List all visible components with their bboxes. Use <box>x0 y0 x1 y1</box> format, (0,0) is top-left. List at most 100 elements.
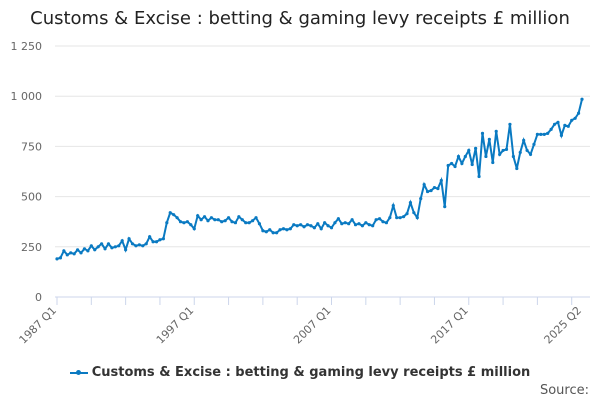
data-point <box>275 231 279 235</box>
data-point <box>429 188 433 193</box>
data-point <box>511 154 515 159</box>
data-point <box>309 224 313 228</box>
data-point <box>333 221 337 225</box>
data-point <box>250 219 255 223</box>
data-point <box>576 111 581 115</box>
data-point <box>302 225 306 229</box>
data-point <box>398 216 402 220</box>
data-point <box>347 222 351 226</box>
data-point <box>247 221 251 225</box>
data-point <box>377 217 382 221</box>
data-point <box>141 244 145 248</box>
data-point <box>244 221 248 225</box>
data-point <box>213 218 217 222</box>
data-point <box>106 242 111 246</box>
data-point <box>350 218 354 222</box>
data-point <box>209 216 214 220</box>
data-point <box>357 222 361 226</box>
data-point <box>439 178 443 183</box>
data-point <box>182 221 186 225</box>
data-point <box>542 132 546 136</box>
data-point <box>381 220 385 224</box>
data-point <box>360 224 364 228</box>
data-point <box>415 216 419 220</box>
data-point <box>474 146 478 151</box>
data-point <box>546 131 550 135</box>
data-point <box>374 218 378 222</box>
data-point <box>323 221 327 225</box>
data-point <box>412 211 416 215</box>
data-point <box>525 148 529 153</box>
data-point <box>463 154 467 159</box>
data-point <box>498 152 502 157</box>
data-point <box>271 231 275 235</box>
data-point <box>158 238 162 242</box>
data-point <box>89 244 93 248</box>
data-point <box>508 122 512 126</box>
data-point <box>117 244 121 248</box>
y-tick-label: 1 000 <box>11 90 43 103</box>
data-point <box>96 245 100 249</box>
x-tick-label: 2025 Q2 <box>542 304 585 347</box>
data-point <box>261 229 265 233</box>
data-point <box>82 247 87 251</box>
data-point <box>453 164 457 169</box>
data-point <box>72 252 76 256</box>
data-point <box>192 227 196 231</box>
data-point <box>556 120 560 124</box>
data-point <box>552 122 557 126</box>
data-point <box>55 257 59 261</box>
data-point <box>257 222 262 226</box>
data-point <box>535 132 539 136</box>
data-point <box>69 251 73 255</box>
data-point <box>395 216 399 220</box>
data-point <box>436 186 440 191</box>
data-point <box>336 217 340 221</box>
chart-title: Customs & Excise : betting & gaming levy… <box>30 8 570 29</box>
data-point <box>185 220 189 224</box>
data-point <box>305 223 310 227</box>
data-point <box>103 247 107 251</box>
data-point <box>467 148 471 153</box>
data-point <box>295 224 299 228</box>
data-point <box>528 152 533 157</box>
legend[interactable]: Customs & Excise : betting & gaming levy… <box>0 365 600 380</box>
data-point <box>165 221 169 225</box>
data-point <box>477 174 481 179</box>
data-point <box>254 216 258 220</box>
legend-label: Customs & Excise : betting & gaming levy… <box>91 365 531 380</box>
data-point <box>268 228 272 232</box>
data-point <box>504 147 509 152</box>
data-point <box>501 148 505 153</box>
data-point <box>154 240 159 244</box>
data-point <box>532 142 536 146</box>
x-tick-label: 2007 Q1 <box>291 304 334 347</box>
source-label: Source: <box>539 383 589 398</box>
data-point <box>130 242 135 246</box>
data-point <box>549 127 553 131</box>
data-point <box>86 249 90 253</box>
series-line <box>56 98 583 260</box>
data-point <box>470 162 474 167</box>
data-point <box>58 256 63 260</box>
data-point <box>168 211 172 215</box>
data-point <box>518 150 522 155</box>
data-point <box>278 228 282 232</box>
legend-swatch <box>69 369 88 375</box>
data-point <box>559 133 564 137</box>
data-point <box>408 201 413 205</box>
data-point <box>100 242 104 246</box>
data-point <box>484 154 488 159</box>
data-point <box>456 154 461 159</box>
data-point <box>422 182 426 187</box>
data-point <box>494 129 498 133</box>
data-point <box>388 216 392 220</box>
data-point <box>299 223 303 227</box>
data-point <box>384 221 389 225</box>
data-point <box>137 243 141 247</box>
data-point <box>79 251 83 255</box>
y-tick-label: 1 250 <box>11 40 43 53</box>
data-point <box>340 222 344 226</box>
data-point <box>288 227 292 231</box>
data-point <box>223 219 227 223</box>
